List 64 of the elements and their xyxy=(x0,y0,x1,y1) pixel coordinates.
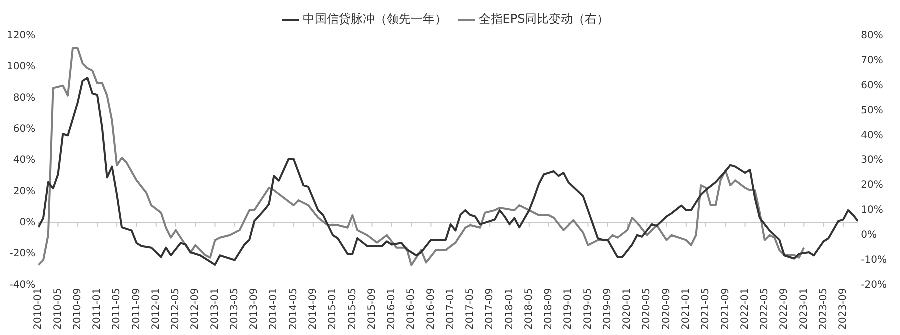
x-tick-label: 2012-09 xyxy=(190,288,202,330)
x-tick-label: 2018-01 xyxy=(504,288,516,330)
x-tick-label: 2010-09 xyxy=(72,288,84,330)
y-tick-label: 60% xyxy=(13,124,36,136)
x-tick-label: 2022-01 xyxy=(740,288,751,330)
x-tick-label: 2017-09 xyxy=(484,288,496,330)
x-tick-label: 2019-09 xyxy=(602,288,614,330)
y2-tick-label: 20% xyxy=(861,180,884,192)
x-tick-label: 2015-01 xyxy=(328,288,339,330)
x-tick-label: 2011-01 xyxy=(92,288,104,330)
x-tick-label: 2014-01 xyxy=(268,288,280,330)
y-tick-label: -40% xyxy=(10,280,36,291)
x-tick-label: 2023-01 xyxy=(798,288,810,330)
x-tick-label: 2021-01 xyxy=(680,288,692,330)
x-tick-label: 2013-05 xyxy=(229,288,240,330)
x-tick-label: 2017-01 xyxy=(445,288,456,330)
x-tick-label: 2015-05 xyxy=(347,288,358,330)
x-tick-label: 2018-05 xyxy=(524,288,535,330)
y-tick-label: -20% xyxy=(10,248,36,260)
x-tick-label: 2016-05 xyxy=(406,288,418,330)
x-tick-label: 2021-05 xyxy=(700,288,712,330)
x-tick-label: 2014-05 xyxy=(288,288,300,330)
x-tick-label: 2015-09 xyxy=(366,288,378,330)
y2-tick-label: 60% xyxy=(861,80,884,92)
x-tick-label: 2018-09 xyxy=(544,288,555,330)
y2-tick-label: -10% xyxy=(861,254,888,266)
x-tick-label: 2021-09 xyxy=(720,288,732,330)
y2-tick-label: 30% xyxy=(861,155,884,166)
y-tick-label: 80% xyxy=(13,92,36,104)
legend-label: 中国信贷脉冲（领先一年） xyxy=(302,12,447,26)
y2-tick-label: 40% xyxy=(861,130,884,142)
y-tick-label: 20% xyxy=(13,186,36,198)
y2-tick-label: -20% xyxy=(861,280,888,291)
x-tick-label: 2023-09 xyxy=(838,288,850,330)
x-tick-label: 2010-05 xyxy=(52,288,64,330)
x-tick-label: 2022-09 xyxy=(779,288,790,330)
x-tick-label: 2012-05 xyxy=(170,288,182,330)
x-tick-label: 2012-01 xyxy=(150,288,162,330)
x-tick-label: 2016-09 xyxy=(426,288,437,330)
x-tick-label: 2010-01 xyxy=(33,288,44,330)
x-tick-label: 2017-05 xyxy=(465,288,476,330)
x-tick-label: 2022-05 xyxy=(760,288,771,330)
y-tick-label: 40% xyxy=(13,155,36,166)
y2-tick-label: 50% xyxy=(861,105,884,116)
x-tick-label: 2014-09 xyxy=(308,288,320,330)
x-tick-label: 2011-05 xyxy=(112,288,123,330)
x-tick-label: 2011-09 xyxy=(131,288,142,330)
x-tick-label: 2013-09 xyxy=(249,288,260,330)
y2-tick-label: 10% xyxy=(861,205,884,216)
x-tick-label: 2016-01 xyxy=(386,288,398,330)
legend-label: 全指EPS同比变动（右） xyxy=(478,12,610,26)
x-tick-label: 2023-05 xyxy=(818,288,830,330)
y-tick-label: 0% xyxy=(20,218,36,229)
y-tick-label: 100% xyxy=(6,62,36,73)
y2-tick-label: 0% xyxy=(861,230,878,241)
y2-tick-label: 70% xyxy=(861,56,884,67)
y2-tick-label: 80% xyxy=(861,30,884,42)
x-tick-label: 2019-01 xyxy=(563,288,574,330)
x-tick-label: 2020-09 xyxy=(661,288,672,330)
x-tick-label: 2020-01 xyxy=(622,288,634,330)
x-tick-label: 2013-01 xyxy=(210,288,221,330)
x-tick-label: 2020-05 xyxy=(642,288,653,330)
x-tick-label: 2019-05 xyxy=(582,288,594,330)
y-tick-label: 120% xyxy=(6,30,36,42)
